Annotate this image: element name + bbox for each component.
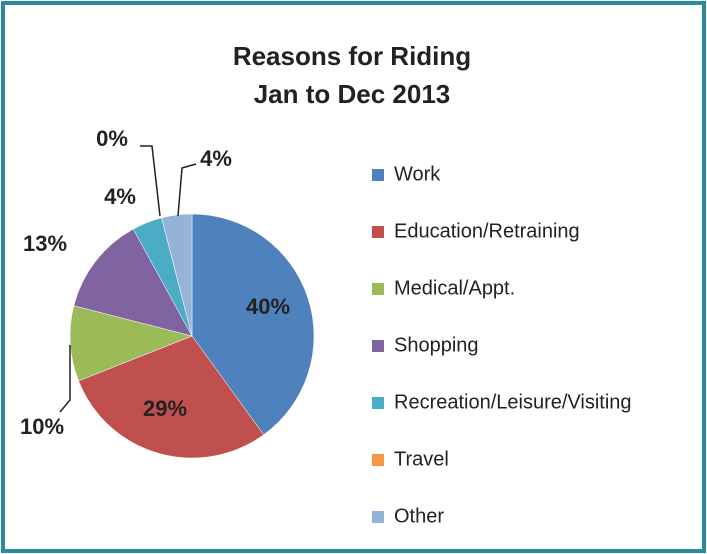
pie-slice	[69, 305, 193, 382]
legend-label: Shopping	[394, 334, 479, 356]
legend-label: Work	[394, 163, 441, 185]
legend-label: Medical/Appt.	[394, 277, 515, 299]
data-label: 10%	[20, 414, 64, 439]
data-label: 0%	[96, 126, 128, 151]
data-label: 13%	[23, 231, 67, 256]
legend-label: Education/Retraining	[394, 220, 580, 242]
pie-slice	[78, 335, 265, 459]
data-label: 4%	[104, 184, 136, 209]
pie-slice	[73, 228, 193, 337]
legend-swatch	[372, 397, 384, 409]
data-label: 40%	[246, 294, 290, 319]
legend-swatch	[372, 511, 384, 523]
leader-line	[59, 345, 71, 413]
legend-swatch	[372, 454, 384, 466]
legend-label: Travel	[394, 448, 449, 470]
leader-line	[177, 163, 197, 217]
legend-swatch	[372, 226, 384, 238]
legend-label: Recreation/Leisure/Visiting	[394, 391, 632, 413]
chart-subtitle: Jan to Dec 2013	[254, 79, 451, 109]
legend-label: Other	[394, 505, 444, 527]
data-label: 4%	[200, 146, 232, 171]
data-label: 29%	[143, 396, 187, 421]
legend-swatch	[372, 169, 384, 181]
chart-title: Reasons for Riding	[233, 41, 471, 71]
leader-line	[140, 145, 161, 217]
pie-slice	[191, 213, 315, 436]
pie-slice	[161, 213, 193, 337]
legend-swatch	[372, 283, 384, 295]
legend-swatch	[372, 340, 384, 352]
